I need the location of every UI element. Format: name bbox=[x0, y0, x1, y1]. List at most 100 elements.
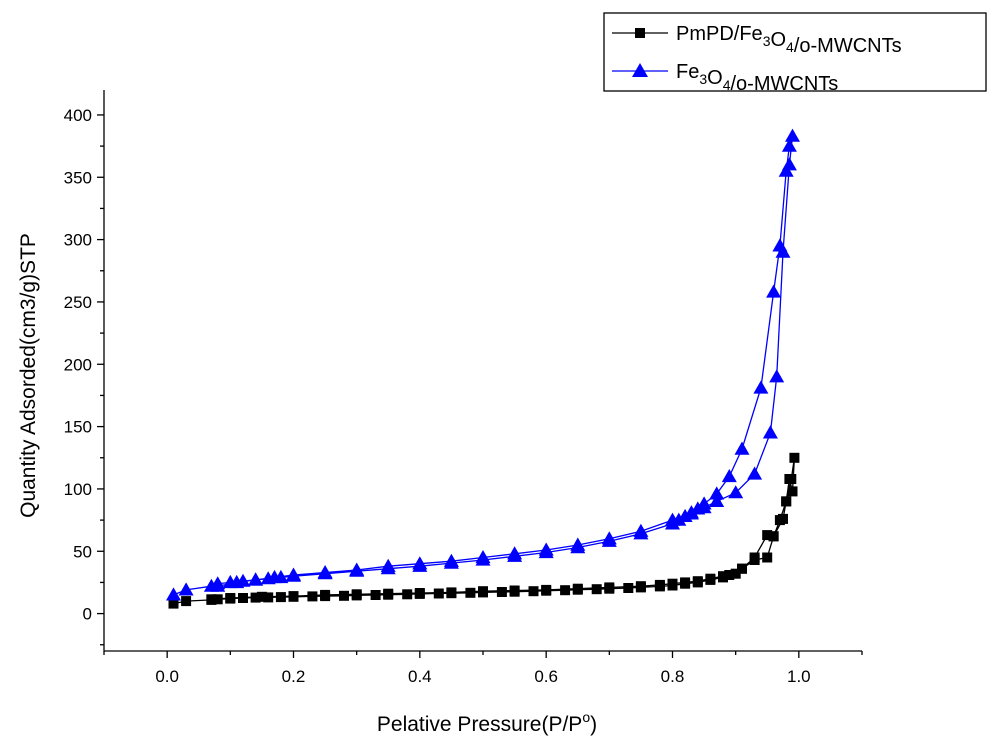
data-point-0-14 bbox=[370, 590, 381, 600]
data-point-0-75 bbox=[225, 593, 236, 603]
x-tick-label: 0.2 bbox=[282, 667, 306, 686]
data-point-1-51 bbox=[475, 550, 491, 564]
data-point-0-63 bbox=[604, 582, 615, 593]
y-tick-label: 250 bbox=[64, 293, 92, 312]
data-point-1-57 bbox=[286, 567, 301, 581]
data-point-0-76 bbox=[206, 594, 217, 605]
data-point-0-12 bbox=[339, 590, 349, 601]
data-point-0-56 bbox=[718, 571, 728, 582]
data-point-1-49 bbox=[538, 542, 554, 556]
data-point-0-16 bbox=[402, 589, 413, 600]
y-tick-label: 100 bbox=[64, 480, 92, 499]
data-point-0-61 bbox=[654, 579, 665, 590]
data-point-1-59 bbox=[248, 572, 264, 586]
data-point-0-57 bbox=[705, 573, 716, 584]
y-tick-label: 400 bbox=[64, 106, 92, 125]
data-point-0-71 bbox=[351, 589, 362, 600]
legend-marker-square bbox=[635, 28, 645, 38]
y-tick-label: 0 bbox=[83, 605, 92, 624]
data-point-1-58 bbox=[267, 569, 282, 584]
data-point-0-38 bbox=[724, 570, 735, 580]
data-point-0-1 bbox=[181, 596, 192, 607]
x-tick-label: 0.4 bbox=[408, 667, 432, 686]
data-point-0-10 bbox=[307, 591, 318, 602]
data-point-1-55 bbox=[349, 562, 365, 576]
data-point-1-43 bbox=[696, 500, 712, 514]
x-axis-title: Pelative Pressure(P/Po) bbox=[377, 709, 597, 736]
data-point-1-1 bbox=[178, 582, 194, 596]
data-point-0-28 bbox=[591, 584, 602, 595]
data-point-1-42 bbox=[709, 493, 725, 507]
data-point-1-50 bbox=[507, 546, 523, 560]
series-lines bbox=[173, 135, 796, 605]
data-point-1-37 bbox=[775, 244, 791, 258]
data-point-1-27 bbox=[709, 486, 725, 500]
data-point-1-0 bbox=[166, 587, 181, 601]
data-point-1-38 bbox=[769, 369, 785, 383]
data-point-0-20 bbox=[465, 587, 476, 598]
data-point-0-74 bbox=[256, 591, 267, 602]
data-point-0-41 bbox=[762, 530, 773, 541]
data-point-0-18 bbox=[433, 588, 444, 599]
data-point-1-44 bbox=[683, 506, 699, 520]
data-point-1-54 bbox=[380, 558, 396, 572]
data-point-0-70 bbox=[383, 588, 394, 599]
data-point-0-5 bbox=[238, 593, 248, 603]
data-point-0-65 bbox=[541, 584, 552, 595]
data-point-1-34 bbox=[781, 138, 797, 152]
data-point-1-45 bbox=[665, 512, 680, 526]
y-tick-label: 150 bbox=[64, 418, 92, 437]
data-point-0-48 bbox=[786, 474, 797, 484]
data-point-0-49 bbox=[781, 496, 792, 507]
data-point-1-40 bbox=[747, 466, 763, 480]
data-point-1-60 bbox=[229, 574, 245, 589]
data-point-0-22 bbox=[496, 587, 507, 597]
legend: PmPD/Fe3O4/o-MWCNTs Fe3O4/o-MWCNTs bbox=[603, 12, 987, 95]
data-point-0-0 bbox=[168, 598, 179, 609]
data-point-0-50 bbox=[778, 513, 788, 524]
data-point-0-7 bbox=[263, 592, 274, 603]
y-tick-label: 350 bbox=[64, 168, 92, 187]
data-point-0-60 bbox=[667, 578, 678, 589]
data-point-0-24 bbox=[528, 586, 539, 597]
data-point-0-26 bbox=[560, 585, 571, 596]
data-point-0-51 bbox=[768, 531, 779, 542]
data-point-0-46 bbox=[787, 486, 798, 497]
data-point-1-53 bbox=[412, 556, 428, 570]
legend-label-0: PmPD/Fe3O4/o-MWCNTs bbox=[676, 23, 902, 57]
legend-box bbox=[603, 12, 987, 92]
data-point-0-8 bbox=[275, 592, 286, 603]
x-tick-label: 1.0 bbox=[787, 667, 811, 686]
data-point-1-52 bbox=[443, 553, 459, 567]
data-point-0-58 bbox=[692, 576, 703, 587]
data-point-0-72 bbox=[320, 589, 331, 600]
data-point-1-39 bbox=[762, 425, 778, 439]
data-point-1-31 bbox=[766, 284, 782, 298]
data-point-1-46 bbox=[633, 523, 649, 537]
data-point-1-35 bbox=[785, 128, 800, 142]
legend-label-1: Fe3O4/o-MWCNTs bbox=[676, 61, 838, 95]
data-point-1-30 bbox=[753, 380, 769, 394]
y-tick-label: 200 bbox=[64, 355, 92, 374]
data-point-0-53 bbox=[749, 555, 760, 565]
data-point-1-28 bbox=[721, 469, 737, 483]
x-tick-label: 0.6 bbox=[534, 667, 558, 686]
data-point-0-64 bbox=[572, 583, 583, 594]
series-line-1 bbox=[173, 135, 794, 596]
data-point-1-56 bbox=[317, 565, 333, 579]
data-point-0-66 bbox=[509, 585, 520, 596]
legend-marker-triangle bbox=[632, 63, 648, 77]
data-point-0-69 bbox=[414, 588, 425, 598]
data-point-0-6 bbox=[250, 592, 261, 603]
data-point-0-73 bbox=[288, 591, 299, 602]
y-axis-title: Quantity Adsorded(cm3/g)STP bbox=[17, 233, 40, 518]
data-point-1-61 bbox=[210, 578, 226, 592]
y-tick-label: 50 bbox=[73, 542, 92, 561]
data-point-0-68 bbox=[446, 587, 457, 598]
data-point-1-47 bbox=[601, 531, 617, 545]
x-tick-label: 0.0 bbox=[155, 667, 179, 686]
data-point-0-30 bbox=[623, 583, 634, 593]
axes: 0.0 0.2 0.4 0.6 0.8 1.0 0 50 100 150 200 250 300 350 4… bbox=[17, 90, 863, 736]
data-point-0-52 bbox=[762, 552, 773, 563]
data-point-1-48 bbox=[570, 537, 586, 551]
